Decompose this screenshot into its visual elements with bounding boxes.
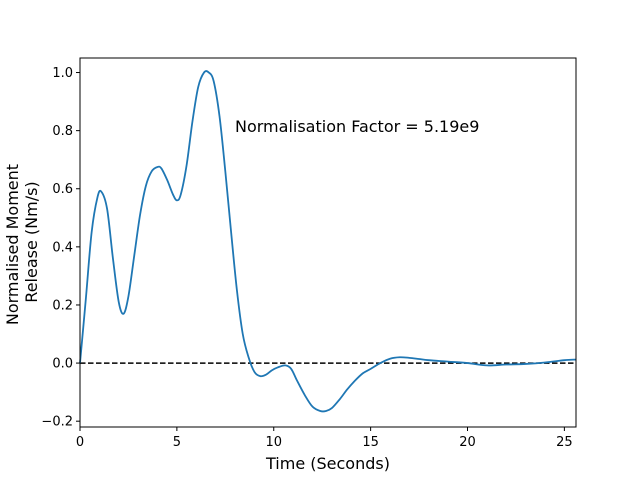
axes-frame <box>79 57 577 428</box>
x-tick-label: 5 <box>173 435 181 450</box>
x-tick-label: 25 <box>556 435 573 450</box>
y-tick-label: 0.2 <box>52 298 73 313</box>
x-axis-label: Time (Seconds) <box>265 454 390 473</box>
y-axis-label-line-1: Normalised Moment <box>3 164 22 325</box>
x-tick-label: 0 <box>76 435 84 450</box>
y-tick-label: −0.2 <box>41 415 73 430</box>
y-tick-label: 0.0 <box>52 357 73 372</box>
y-tick-label: 0.4 <box>52 240 73 255</box>
x-tick-label: 15 <box>362 435 379 450</box>
y-tick-label: 0.6 <box>52 182 73 197</box>
moment-release-series-line <box>79 70 577 413</box>
y-axis-label-line-2: Release (Nm/s) <box>22 181 41 302</box>
x-tick-label: 20 <box>459 435 476 450</box>
x-ticks: 0 5 10 15 20 25 <box>76 427 573 450</box>
x-tick-label: 10 <box>265 435 282 450</box>
y-tick-label: 0.8 <box>52 124 73 139</box>
series-group <box>79 70 577 413</box>
y-axis-label: Normalised Moment Release (Nm/s) <box>3 159 41 325</box>
y-ticks: −0.2 0.0 0.2 0.4 0.6 0.8 1.0 <box>41 66 80 430</box>
y-tick-label: 1.0 <box>52 66 73 81</box>
normalisation-annotation: Normalisation Factor = 5.19e9 <box>235 117 479 136</box>
